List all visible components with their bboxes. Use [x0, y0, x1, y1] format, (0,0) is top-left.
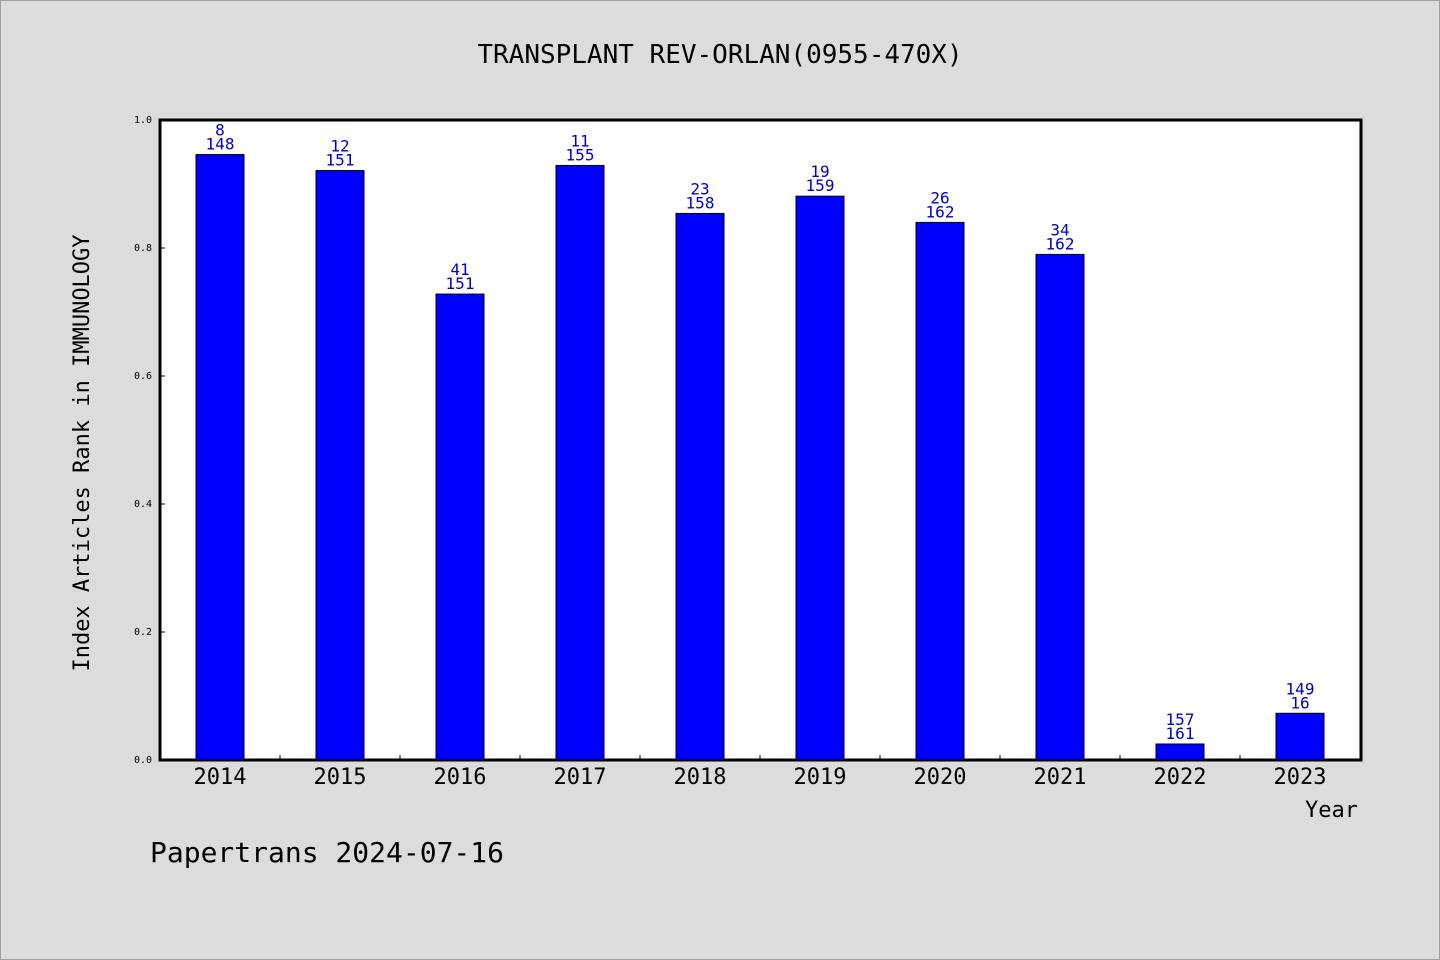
bar-rank-label: 41 [450, 260, 469, 279]
bar-total-label: 148 [206, 135, 235, 154]
y-tick-label: 0.6 [134, 371, 152, 382]
bar-2014 [195, 154, 245, 761]
bar-rank-label: 8 [215, 121, 225, 140]
x-axis-label: Year [1305, 798, 1358, 823]
bar-2021 [1035, 253, 1085, 761]
bar-total-label: 162 [926, 202, 955, 221]
x-tick-label: 2015 [314, 765, 367, 790]
bar-rank-label: 19 [810, 162, 829, 181]
bar-rank-label: 11 [570, 131, 589, 150]
bar-rank-label: 157 [1166, 710, 1195, 729]
bar-2015 [315, 170, 365, 761]
bar-total-label: 16 [1290, 693, 1309, 712]
y-tick-label: 0.4 [134, 499, 152, 510]
bar-total-label: 158 [686, 193, 715, 212]
bar-2019 [795, 195, 845, 761]
bar-2016 [435, 293, 485, 761]
x-tick-label: 2016 [434, 765, 487, 790]
x-tick-label: 2023 [1274, 765, 1327, 790]
y-tick-label: 1.0 [134, 115, 152, 126]
bar-2018 [675, 212, 725, 761]
x-tick-label: 2022 [1154, 765, 1207, 790]
y-tick-label: 0.0 [134, 755, 152, 766]
bar-rank-label: 23 [690, 179, 709, 198]
bar-rank-label: 34 [1050, 220, 1069, 239]
bars-group [195, 154, 1325, 761]
bar-2023 [1275, 712, 1325, 761]
x-axis-ticks: 2014 2015 2016 2017 2018 2019 2020 2021 2022 2023 [194, 755, 1327, 790]
footer-date: Papertrans 2024-07-16 [150, 836, 504, 869]
bar-total-label: 151 [326, 151, 355, 170]
bar-total-label: 151 [446, 274, 475, 293]
x-tick-label: 2017 [554, 765, 607, 790]
x-tick-label: 2021 [1034, 765, 1087, 790]
bar-rank-label: 26 [930, 188, 949, 207]
bar-rank-label: 149 [1286, 679, 1315, 698]
bar-2022 [1155, 743, 1205, 761]
x-tick-label: 2018 [674, 765, 727, 790]
y-axis-label: Index Articles Rank in IMMUNOLOGY [70, 234, 95, 671]
bar-rank-label: 12 [330, 137, 349, 156]
bar-total-label: 162 [1046, 234, 1075, 253]
bar-total-label: 159 [806, 176, 835, 195]
bar-total-label: 161 [1166, 724, 1195, 743]
y-tick-label: 0.8 [134, 243, 152, 254]
y-tick-label: 0.2 [134, 627, 152, 638]
x-tick-label: 2014 [194, 765, 247, 790]
y-axis-ticks: 0.0 0.2 0.4 0.6 0.8 1.0 [134, 115, 165, 766]
bar-2017 [555, 164, 605, 761]
x-tick-label: 2019 [794, 765, 847, 790]
bar-2020 [915, 221, 965, 761]
x-tick-label: 2020 [914, 765, 967, 790]
chart-title: TRANSPLANT REV-ORLAN(0955-470X) [477, 40, 962, 70]
bar-total-label: 155 [566, 145, 595, 164]
